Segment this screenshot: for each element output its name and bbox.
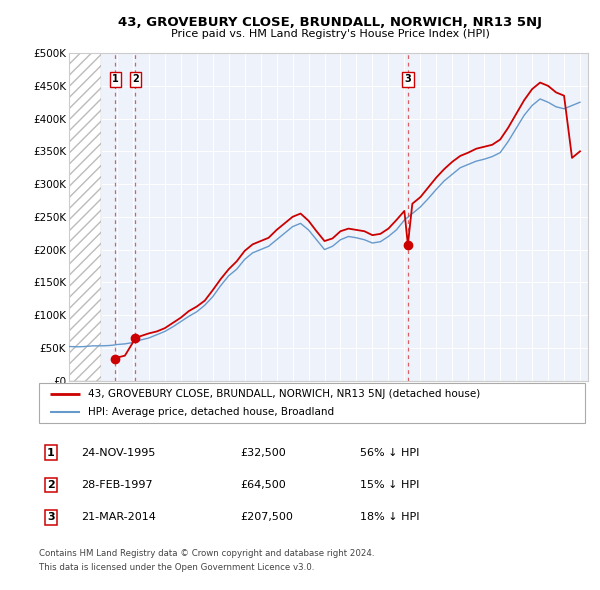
Text: Price paid vs. HM Land Registry's House Price Index (HPI): Price paid vs. HM Land Registry's House … [170, 29, 490, 39]
Text: 2: 2 [47, 480, 55, 490]
Text: 21-MAR-2014: 21-MAR-2014 [81, 513, 156, 522]
Text: 2: 2 [132, 74, 139, 84]
Text: 18% ↓ HPI: 18% ↓ HPI [360, 513, 419, 522]
Text: 1: 1 [47, 448, 55, 457]
Text: £207,500: £207,500 [240, 513, 293, 522]
Text: 1: 1 [112, 74, 119, 84]
Text: HPI: Average price, detached house, Broadland: HPI: Average price, detached house, Broa… [88, 407, 334, 417]
Text: 43, GROVEBURY CLOSE, BRUNDALL, NORWICH, NR13 5NJ (detached house): 43, GROVEBURY CLOSE, BRUNDALL, NORWICH, … [88, 389, 481, 399]
Text: £64,500: £64,500 [240, 480, 286, 490]
Text: 15% ↓ HPI: 15% ↓ HPI [360, 480, 419, 490]
Text: 28-FEB-1997: 28-FEB-1997 [81, 480, 152, 490]
Text: 24-NOV-1995: 24-NOV-1995 [81, 448, 155, 457]
Text: 3: 3 [404, 74, 411, 84]
Text: £32,500: £32,500 [240, 448, 286, 457]
Text: Contains HM Land Registry data © Crown copyright and database right 2024.: Contains HM Land Registry data © Crown c… [39, 549, 374, 558]
Text: This data is licensed under the Open Government Licence v3.0.: This data is licensed under the Open Gov… [39, 563, 314, 572]
Text: 43, GROVEBURY CLOSE, BRUNDALL, NORWICH, NR13 5NJ: 43, GROVEBURY CLOSE, BRUNDALL, NORWICH, … [118, 16, 542, 29]
Text: 56% ↓ HPI: 56% ↓ HPI [360, 448, 419, 457]
Text: 3: 3 [47, 513, 55, 522]
